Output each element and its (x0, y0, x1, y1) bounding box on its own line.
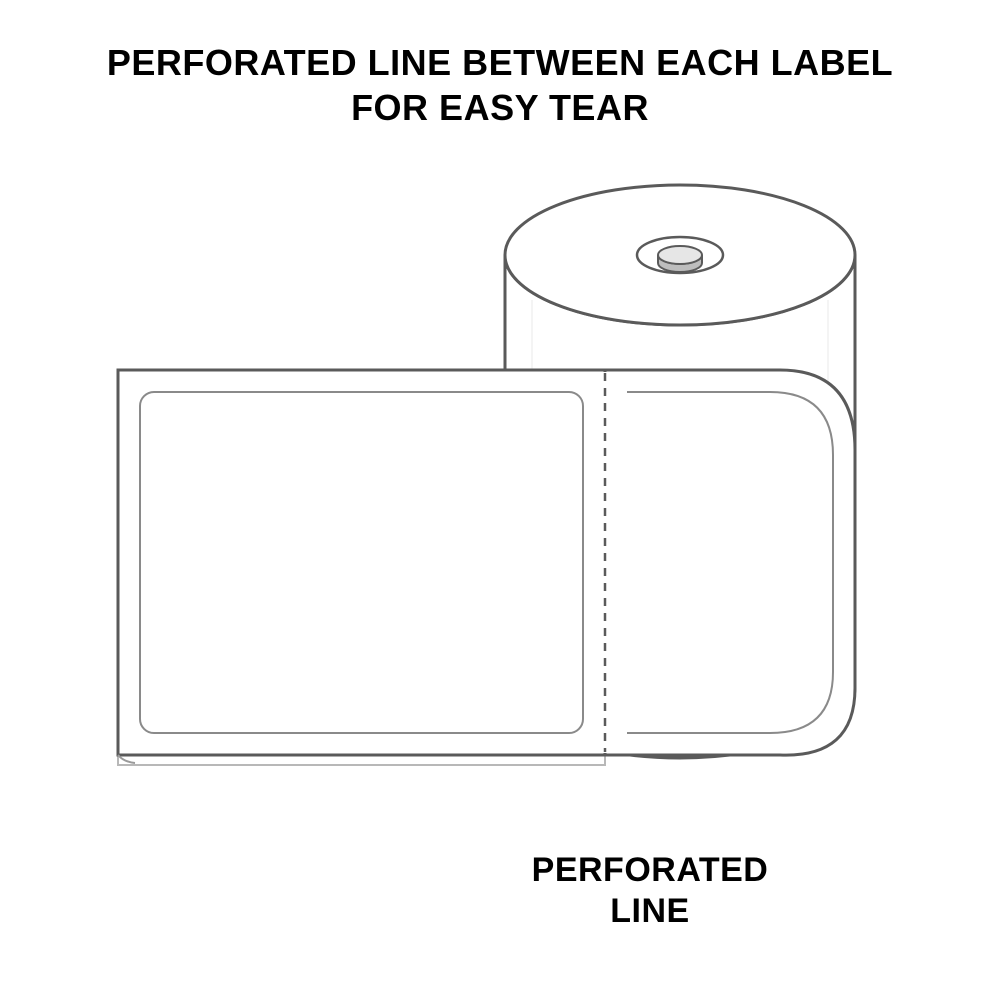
title-line-2: FOR EASY TEAR (351, 87, 649, 128)
caption-line-2: LINE (610, 892, 689, 930)
title-line-1: PERFORATED LINE BETWEEN EACH LABEL (107, 42, 893, 83)
roll-core-hole (658, 246, 702, 264)
label-roll-diagram (80, 150, 920, 830)
label-sheet-flat (118, 370, 605, 755)
main-title: PERFORATED LINE BETWEEN EACH LABEL FOR E… (0, 40, 1000, 130)
perforation-caption: PERFORATED LINE (500, 850, 800, 932)
caption-line-1: PERFORATED (532, 851, 769, 889)
label-sheet-curve (605, 370, 855, 755)
